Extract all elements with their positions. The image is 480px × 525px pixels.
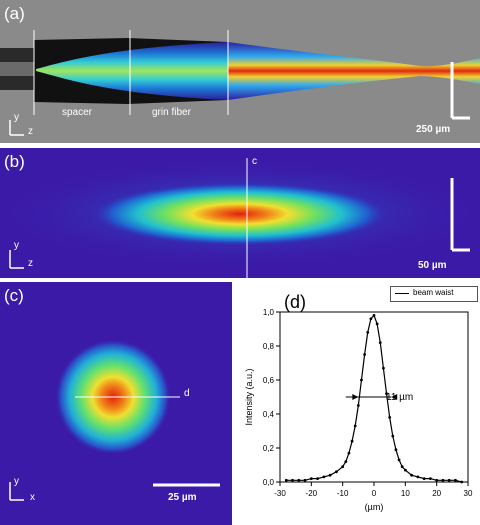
data-point: [347, 451, 351, 455]
panel-b-image: (b) c y z 50 µm: [0, 148, 480, 278]
spacer-label: spacer: [62, 107, 93, 118]
axis-y-label: y: [14, 112, 19, 123]
marker-d: d: [184, 388, 190, 399]
data-point: [372, 314, 376, 317]
panel-a-label: (a): [4, 4, 25, 23]
fwhm-arrow-head-left: [352, 394, 359, 400]
data-point: [378, 341, 382, 344]
axis-y-label-c: y: [14, 476, 19, 487]
data-point: [350, 439, 354, 443]
fwhm-arrow-head-right: [391, 394, 398, 400]
x-tick-label: 20: [432, 489, 441, 498]
data-point: [284, 478, 288, 482]
axis-z-label: z: [28, 126, 33, 137]
y-tick-label: 0,6: [263, 376, 275, 385]
data-point: [375, 322, 379, 326]
data-point: [388, 416, 392, 419]
data-point: [382, 366, 385, 370]
panel-b-intensity-map: [0, 158, 480, 278]
fwhm-annotation: 11 µm: [386, 392, 414, 403]
axis-z-label-b: z: [28, 258, 33, 269]
panel-c-label: (c): [4, 286, 24, 305]
y-tick-label: 0,8: [263, 342, 275, 351]
panel-a-image: (a) spacer grin fiber y z 250 µm: [0, 0, 480, 143]
x-tick-label: 30: [464, 489, 473, 498]
data-point: [441, 478, 445, 482]
data-point: [403, 468, 407, 472]
data-point: [353, 424, 357, 428]
data-point: [360, 378, 363, 382]
legend-label: beam waist: [413, 288, 454, 297]
y-tick-label: 1,0: [263, 308, 275, 317]
data-point: [363, 353, 366, 356]
panel-b-label: (b): [4, 152, 25, 171]
y-tick-label: 0,4: [263, 410, 275, 419]
data-point: [335, 470, 338, 474]
data-point: [341, 465, 345, 469]
scale-bar-label: 250 µm: [416, 124, 451, 135]
series-line: [286, 314, 462, 483]
panel-d-label: (d): [284, 292, 306, 312]
x-tick-label: 0: [372, 489, 377, 498]
data-point: [447, 478, 451, 482]
data-point: [366, 331, 370, 334]
panel-c-spot-map: [9, 339, 220, 501]
data-point: [422, 477, 426, 480]
data-point: [369, 317, 373, 321]
panel-a-beam-figure: [0, 30, 480, 136]
beam-waist-chart: -30 -20 -10 0 10 20 30 0,0 0,2 0,4 0,6 0,8 1,0 (µm) In…: [244, 308, 473, 512]
axis-y-label-b: y: [14, 240, 19, 251]
panel-d-chart: -30 -20 -10 0 10 20 30 0,0 0,2 0,4 0,6 0,8 1,0 (µm) In…: [238, 282, 480, 525]
data-point: [460, 480, 464, 484]
data-point: [309, 477, 313, 480]
data-point: [400, 465, 404, 469]
data-point: [397, 458, 401, 462]
data-point: [394, 448, 398, 452]
x-tick-label: -30: [274, 489, 286, 498]
data-point: [291, 478, 294, 482]
data-point: [454, 478, 457, 482]
data-point: [328, 473, 332, 477]
data-point: [391, 434, 395, 438]
axis-x-label-c: x: [30, 492, 35, 503]
data-point: [344, 460, 348, 463]
x-axis-label: (µm): [365, 502, 384, 512]
x-tick-label: 10: [401, 489, 410, 498]
y-tick-label: 0,2: [263, 444, 275, 453]
legend-marker-icon: [395, 293, 409, 294]
data-point: [435, 478, 439, 482]
data-point: [429, 477, 432, 480]
data-point: [316, 477, 319, 480]
data-point: [297, 478, 301, 482]
data-point: [410, 473, 413, 477]
y-tick-label: 0,0: [263, 478, 275, 487]
y-axis-label: Intensity (a.u.): [244, 368, 254, 425]
data-point: [416, 475, 420, 479]
data-point: [322, 475, 326, 479]
scale-bar-label-c: 25 µm: [168, 492, 197, 503]
data-point: [385, 392, 388, 395]
data-point: [303, 478, 307, 482]
x-tick-label: -20: [306, 489, 318, 498]
data-point: [356, 404, 360, 407]
panel-c-image: (c) d y x 25 µm: [0, 282, 232, 525]
marker-c: c: [252, 156, 257, 167]
legend-box: beam waist: [390, 286, 478, 302]
scale-bar-label-b: 50 µm: [418, 260, 447, 271]
x-tick-label: -10: [337, 489, 349, 498]
grin-fiber-label: grin fiber: [152, 107, 191, 118]
